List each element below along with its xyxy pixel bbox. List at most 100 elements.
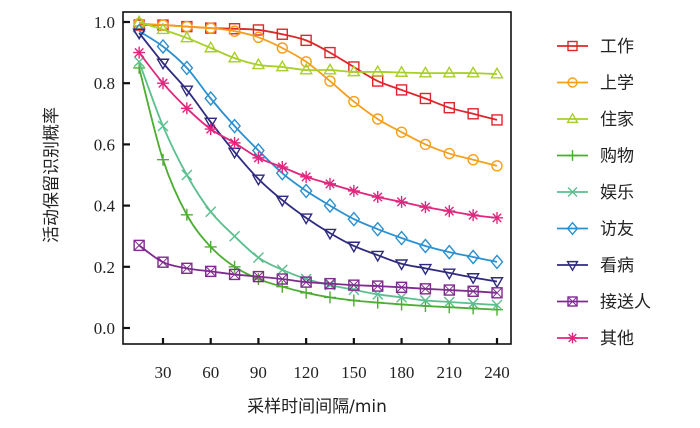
data-point — [228, 25, 241, 37]
x-tick-label: 180 — [389, 363, 415, 382]
data-point — [275, 59, 289, 72]
data-point — [394, 65, 409, 77]
data-point — [419, 283, 432, 295]
data-point — [467, 298, 479, 310]
data-point — [252, 273, 265, 286]
data-point — [252, 151, 265, 164]
data-point — [276, 28, 288, 40]
data-point — [229, 230, 241, 242]
legend-label: 看病 — [600, 256, 634, 276]
data-point — [300, 34, 312, 47]
data-point — [276, 42, 288, 54]
y-tick-label: 0.0 — [94, 319, 115, 338]
data-point — [180, 30, 194, 43]
data-point — [491, 114, 503, 126]
series-line — [138, 30, 498, 263]
data-point — [442, 268, 456, 281]
data-point — [251, 174, 266, 187]
data-point — [467, 108, 479, 120]
data-point — [228, 136, 241, 149]
data-point — [181, 169, 193, 181]
series-line — [138, 67, 498, 311]
data-point — [466, 65, 480, 78]
data-point — [347, 64, 361, 77]
data-point — [466, 273, 480, 285]
data-point — [418, 263, 433, 276]
data-point — [180, 102, 193, 115]
data-point — [491, 211, 503, 224]
data-point — [443, 296, 455, 308]
data-point — [251, 57, 266, 70]
y-tick-label: 0.4 — [94, 197, 116, 216]
data-point — [467, 285, 479, 297]
data-point — [443, 101, 455, 114]
legend-marker — [566, 221, 579, 236]
legend-label: 工作 — [600, 37, 634, 57]
data-point — [347, 241, 361, 254]
data-point — [466, 249, 480, 265]
data-point — [204, 240, 217, 253]
legend-marker — [567, 296, 578, 307]
legend-label: 娱乐 — [600, 183, 634, 203]
series-4 — [133, 61, 503, 316]
data-point — [205, 22, 217, 34]
y-tick-label: 1.0 — [94, 13, 115, 32]
data-point — [157, 256, 169, 268]
legend-marker — [567, 150, 578, 161]
data-point — [419, 201, 432, 214]
data-point — [133, 46, 146, 59]
data-point — [323, 228, 337, 241]
legend-label: 访友 — [600, 220, 634, 240]
x-tick-label: 90 — [250, 363, 267, 382]
legend-item: 其他 — [557, 329, 634, 349]
data-point — [276, 161, 289, 174]
legend-item: 看病 — [557, 256, 634, 276]
data-point — [324, 177, 336, 190]
data-point — [396, 291, 408, 303]
data-point — [275, 195, 289, 208]
y-axis-title: 活动保留识别概率 — [42, 107, 62, 243]
data-point — [395, 281, 408, 294]
legend-label: 购物 — [600, 147, 634, 167]
data-point — [418, 65, 433, 78]
series-6 — [132, 23, 504, 270]
series-line — [138, 21, 498, 75]
plot-frame — [122, 11, 512, 345]
y-tick-label: 0.2 — [94, 258, 115, 277]
data-point — [324, 46, 336, 59]
data-point — [395, 84, 408, 96]
data-point — [324, 277, 336, 290]
x-tick-label: 30 — [155, 363, 172, 382]
data-point — [442, 65, 456, 78]
data-point — [300, 276, 312, 288]
legend-marker — [567, 187, 578, 197]
data-point — [181, 262, 193, 275]
data-point — [442, 244, 456, 260]
data-point — [204, 117, 218, 130]
legend-item: 工作 — [557, 37, 634, 57]
data-point — [132, 28, 146, 41]
data-point — [395, 126, 408, 138]
data-point — [348, 95, 360, 108]
data-point — [467, 209, 480, 222]
data-point — [323, 198, 337, 214]
legend-item: 娱乐 — [557, 183, 634, 203]
data-point — [204, 123, 217, 136]
axis-ticks: 0.0 0.2 0.4 0.6 0.8 1.0 30 60 90 120 150 180 210 240 — [94, 13, 510, 382]
data-point — [394, 259, 409, 271]
x-tick-label: 60 — [202, 363, 219, 382]
legend-item: 上学 — [557, 74, 634, 94]
data-point — [419, 92, 432, 105]
y-tick-label: 0.6 — [94, 135, 115, 154]
data-point — [180, 60, 194, 76]
data-point — [300, 286, 313, 299]
data-point — [133, 239, 145, 252]
data-point — [371, 296, 384, 309]
data-point — [252, 270, 265, 283]
data-point — [419, 138, 432, 151]
data-point — [491, 160, 503, 172]
data-point — [227, 50, 242, 63]
legend-label: 接送人 — [600, 293, 651, 313]
